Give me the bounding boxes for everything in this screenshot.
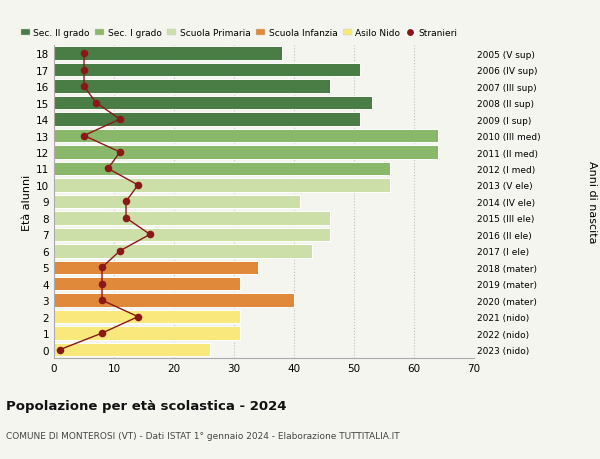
Point — [121, 215, 131, 222]
Point — [103, 165, 113, 173]
Bar — [54, 195, 300, 209]
Point — [133, 182, 143, 189]
Bar — [54, 80, 330, 94]
Bar — [54, 245, 312, 258]
Point — [115, 149, 125, 157]
Bar — [54, 277, 240, 291]
Text: Anni di nascita: Anni di nascita — [587, 161, 597, 243]
Point — [145, 231, 155, 239]
Bar — [54, 146, 438, 159]
Point — [121, 198, 131, 206]
Bar — [54, 113, 360, 127]
Legend: Sec. II grado, Sec. I grado, Scuola Primaria, Scuola Infanzia, Asilo Nido, Stran: Sec. II grado, Sec. I grado, Scuola Prim… — [21, 29, 458, 38]
Bar — [54, 162, 390, 176]
Point — [79, 50, 89, 58]
Point — [115, 247, 125, 255]
Point — [133, 313, 143, 321]
Bar — [54, 97, 372, 110]
Point — [115, 116, 125, 123]
Point — [55, 346, 65, 353]
Bar — [54, 294, 294, 307]
Bar — [54, 212, 330, 225]
Bar — [54, 129, 438, 143]
Text: Popolazione per età scolastica - 2024: Popolazione per età scolastica - 2024 — [6, 399, 287, 412]
Bar — [54, 228, 330, 241]
Bar — [54, 179, 390, 192]
Bar — [54, 327, 240, 340]
Point — [97, 297, 107, 304]
Point — [97, 280, 107, 288]
Y-axis label: Età alunni: Età alunni — [22, 174, 32, 230]
Bar — [54, 64, 360, 77]
Point — [79, 133, 89, 140]
Bar — [54, 310, 240, 324]
Text: COMUNE DI MONTEROSI (VT) - Dati ISTAT 1° gennaio 2024 - Elaborazione TUTTITALIA.: COMUNE DI MONTEROSI (VT) - Dati ISTAT 1°… — [6, 431, 400, 441]
Point — [79, 67, 89, 74]
Point — [97, 264, 107, 271]
Bar — [54, 343, 210, 357]
Bar — [54, 261, 258, 274]
Point — [91, 100, 101, 107]
Point — [97, 330, 107, 337]
Bar — [54, 47, 282, 61]
Point — [79, 83, 89, 90]
